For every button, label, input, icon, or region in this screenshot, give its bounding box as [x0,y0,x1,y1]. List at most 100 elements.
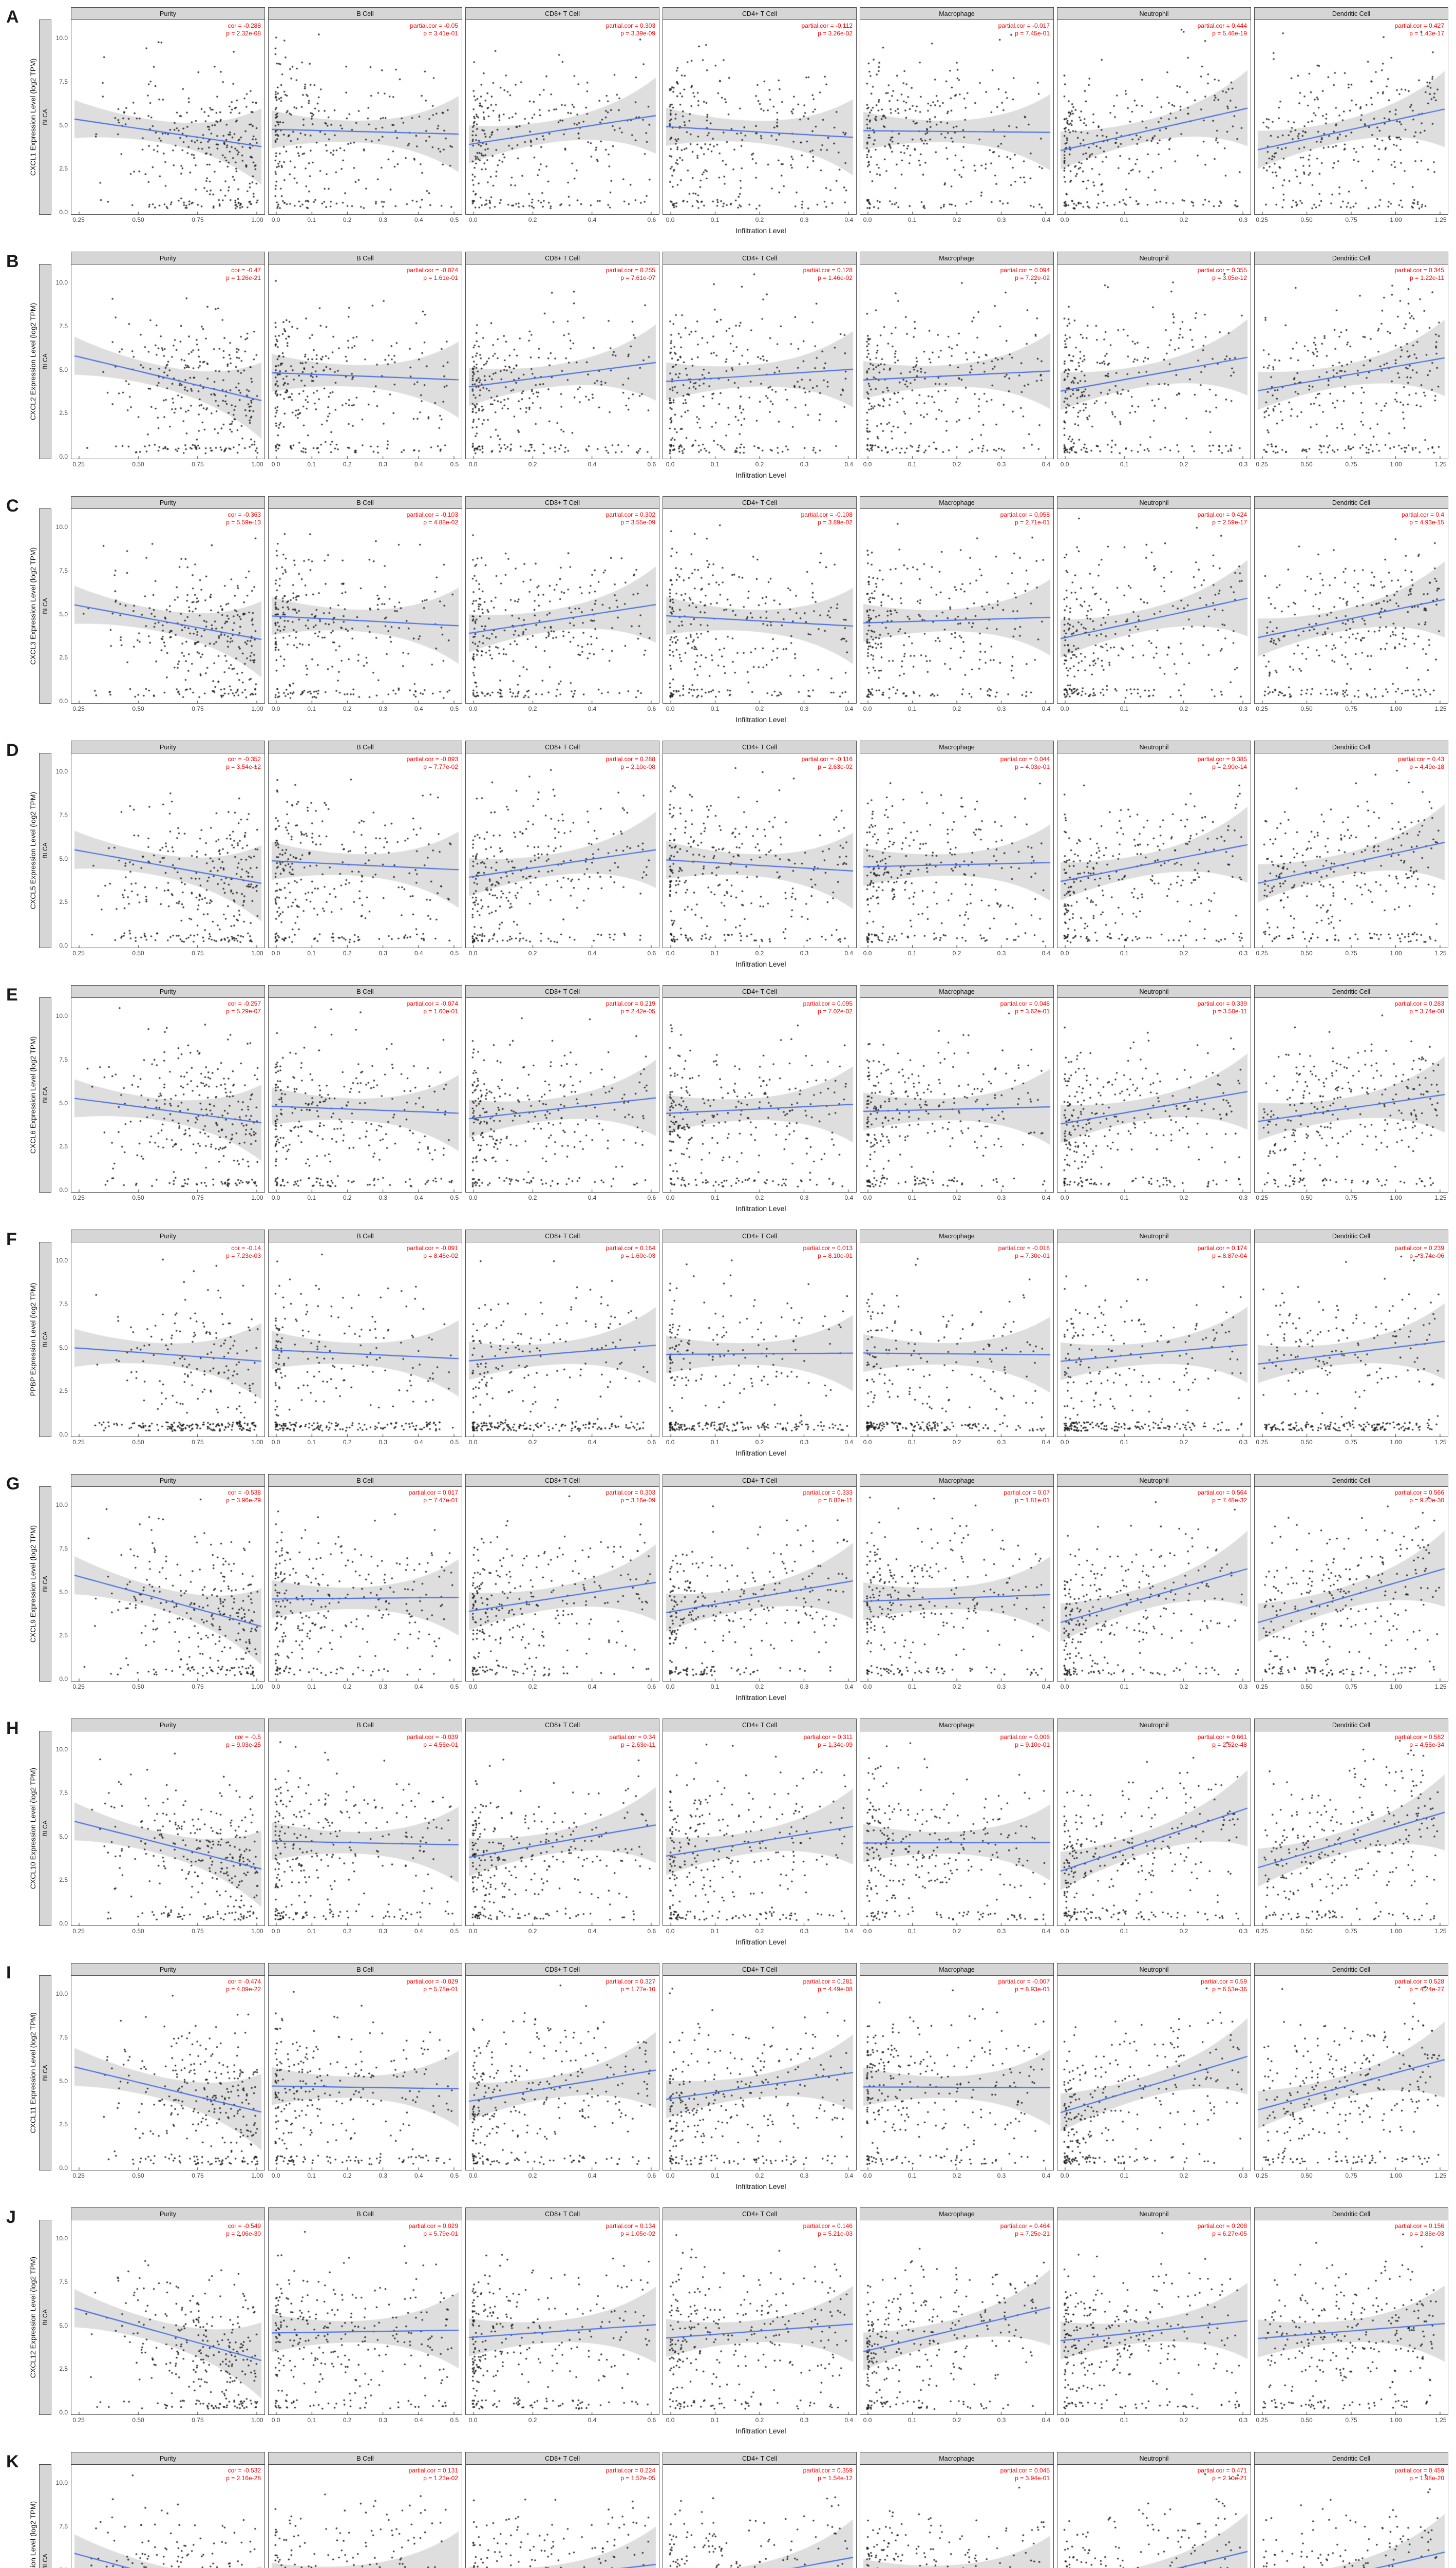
x-tick-label: 0.25 [1256,216,1268,223]
x-tick-label: 0.50 [132,1439,144,1446]
x-tick-row: 0.0 0.1 0.2 0.3 0.4 0.5 [268,2415,462,2424]
panel: Macrophage partial.cor = -0.007 p = 8.93e-… [860,1963,1054,2180]
x-tick-label: 0.1 [1120,950,1129,957]
x-tick-label: 0.2 [952,1194,961,1201]
correlation-value: partial.cor = 0.311 [803,1733,853,1741]
x-tick-label: 0.25 [1256,461,1268,468]
x-tick-label: 0.0 [271,216,280,223]
facet-header: CD4+ T Cell [663,2207,857,2220]
x-tick-label: 0.6 [647,2416,656,2424]
panels-block: Purity cor = -0.363 p = 5.59e-13 0.25 0.50 0.… [71,496,1451,724]
x-tick-label: 0.75 [1345,1928,1357,1935]
x-tick-label: 1.00 [251,705,263,712]
x-tick-label: 0.0 [1060,2416,1069,2424]
x-axis-label: Infiltration Level [735,2427,786,2435]
x-tick-row: 0.25 0.50 0.75 1.00 1.25 [1254,704,1448,713]
panel: Neutrophil partial.cor = 0.174 p = 8.87e-0… [1057,1230,1251,1446]
x-tick-label: 0.0 [863,1439,872,1446]
x-tick-label: 0.3 [997,216,1006,223]
correlation-annotation: partial.cor = 0.058 p = 2.71e-01 [1000,511,1050,526]
scatter-canvas [71,1731,264,1925]
x-tick-label: 0.3 [997,461,1006,468]
y-tick-labels: 0.0 2.5 5.0 7.5 10.0 [51,508,71,705]
correlation-annotation: partial.cor = 0.174 p = 8.87e-04 [1198,1244,1247,1260]
scatter-plot: partial.cor = 0.4 p = 4.93e-15 [1254,508,1448,704]
scatter-plot: cor = -0.549 p = 2.06e-30 [71,2220,265,2415]
scatter-plot: partial.cor = 0.283 p = 3.74e-08 [1254,997,1448,1193]
correlation-value: partial.cor = 0.661 [1197,1733,1247,1741]
scatter-canvas [860,20,1053,214]
x-tick-label: 0.50 [132,1683,144,1690]
y-axis-label: CXCL12 Expression Level (log2 TPM) [29,2256,37,2378]
correlation-annotation: cor = -0.363 p = 5.59e-13 [226,511,261,526]
facet-header: Dendritic Cell [1254,1963,1448,1975]
panel: Neutrophil partial.cor = 0.471 p = 2.10e-2… [1057,2452,1251,2568]
panel: B Cell partial.cor = -0.05 p = 3.41e-01 0.0… [268,7,462,224]
panels-row: Purity cor = -0.474 p = 4.09e-22 0.25 0.50 0.… [71,1963,1451,2180]
facet-header: CD8+ T Cell [465,7,659,20]
x-tick-label: 0.1 [907,705,917,712]
x-tick-label: 0.2 [343,1683,352,1690]
correlation-annotation: partial.cor = -0.112 p = 3.26e-02 [802,22,853,37]
x-tick-label: 0.1 [907,1683,917,1690]
scatter-canvas [663,2465,856,2568]
scatter-plot: partial.cor = 0.208 p = 6.27e-05 [1057,2220,1251,2415]
x-tick-row: 0.25 0.50 0.75 1.00 1.25 [1254,2170,1448,2180]
p-value: p = 1.60e-03 [620,1252,655,1259]
correlation-value: partial.cor = 0.058 [1000,511,1050,518]
scatter-plot: cor = -0.288 p = 2.32e-08 [71,20,265,215]
correlation-annotation: partial.cor = 0.07 p = 1.81e-01 [1004,1489,1050,1504]
x-tick-label: 1.25 [1434,2172,1447,2179]
x-tick-label: 0.50 [1300,461,1313,468]
cancer-type-label: BLCA [42,842,49,859]
correlation-annotation: partial.cor = 0.327 p = 1.77e-10 [606,1978,655,1993]
panel: Dendritic Cell partial.cor = 0.582 p = 4.5… [1254,1719,1448,1935]
x-tick-label: 0.4 [1042,461,1051,468]
x-tick-label: 0.1 [1120,1194,1129,1201]
x-tick-label: 0.4 [588,950,597,957]
scatter-canvas [269,509,462,703]
x-tick-row: 0.0 0.2 0.4 0.6 [465,1682,659,1691]
figure-row: H CXCL10 Expression Level (log2 TPM) BLCA 0… [6,1719,1451,1946]
p-value: p = 1.43e-17 [1409,30,1444,37]
x-tick-label: 0.2 [1179,950,1188,957]
row-letter: C [6,496,19,516]
x-tick-row: 0.0 0.1 0.2 0.3 0.4 [663,1926,857,1935]
facet-header: Dendritic Cell [1254,496,1448,508]
scatter-canvas [860,509,1053,703]
correlation-value: partial.cor = 0.156 [1394,2222,1444,2230]
panel: B Cell partial.cor = -0.093 p = 7.77e-02 0.… [268,741,462,957]
x-tick-label: 1.25 [1434,1683,1447,1690]
facet-header: Purity [71,985,265,997]
x-tick-label: 1.00 [1390,950,1402,957]
correlation-value: partial.cor = 0.424 [1197,511,1247,518]
correlation-annotation: partial.cor = 0.471 p = 2.10e-21 [1198,2467,1247,2482]
facet-header: B Cell [268,1719,462,1731]
x-tick-label: 0.4 [844,461,854,468]
p-value: p = 7.48e-32 [1212,1497,1247,1504]
scatter-plot: partial.cor = 0.156 p = 2.88e-03 [1254,2220,1448,2415]
p-value: p = 1.60e-01 [423,1008,458,1015]
x-tick-label: 0.0 [863,1194,872,1201]
scatter-plot: cor = -0.5 p = 9.03e-25 [71,1731,265,1926]
y-tick-label: 0.0 [59,942,68,949]
x-tick-label: 0.1 [710,1439,720,1446]
panels-row: Purity cor = -0.363 p = 5.59e-13 0.25 0.50 0.… [71,496,1451,713]
x-tick-label: 0.0 [271,1928,280,1935]
x-tick-label: 0.50 [132,216,144,223]
x-tick-label: 0.3 [997,2172,1006,2179]
panel: Dendritic Cell partial.cor = 0.239 p = 3.7… [1254,1230,1448,1446]
x-tick-label: 0.0 [863,1683,872,1690]
x-tick-label: 1.00 [251,1194,263,1201]
panel: Macrophage partial.cor = 0.045 p = 3.94e-0… [860,2452,1054,2568]
y-axis-label-area: CXCL9 Expression Level (log2 TPM) [27,1474,39,1694]
x-tick-label: 0.25 [72,1194,85,1201]
scatter-canvas [1057,1976,1251,2170]
correlation-annotation: cor = -0.532 p = 2.16e-28 [226,2467,261,2482]
y-tick-labels: 0.0 2.5 5.0 7.5 10.0 [51,1486,71,1683]
scatter-canvas [860,1976,1053,2170]
correlation-annotation: partial.cor = 0.528 p = 4.24e-27 [1395,1978,1444,1993]
x-tick-label: 0.1 [907,2416,917,2424]
scatter-plot: partial.cor = 0.255 p = 7.61e-07 [465,264,659,459]
y-tick-label: 10.0 [55,1746,68,1753]
